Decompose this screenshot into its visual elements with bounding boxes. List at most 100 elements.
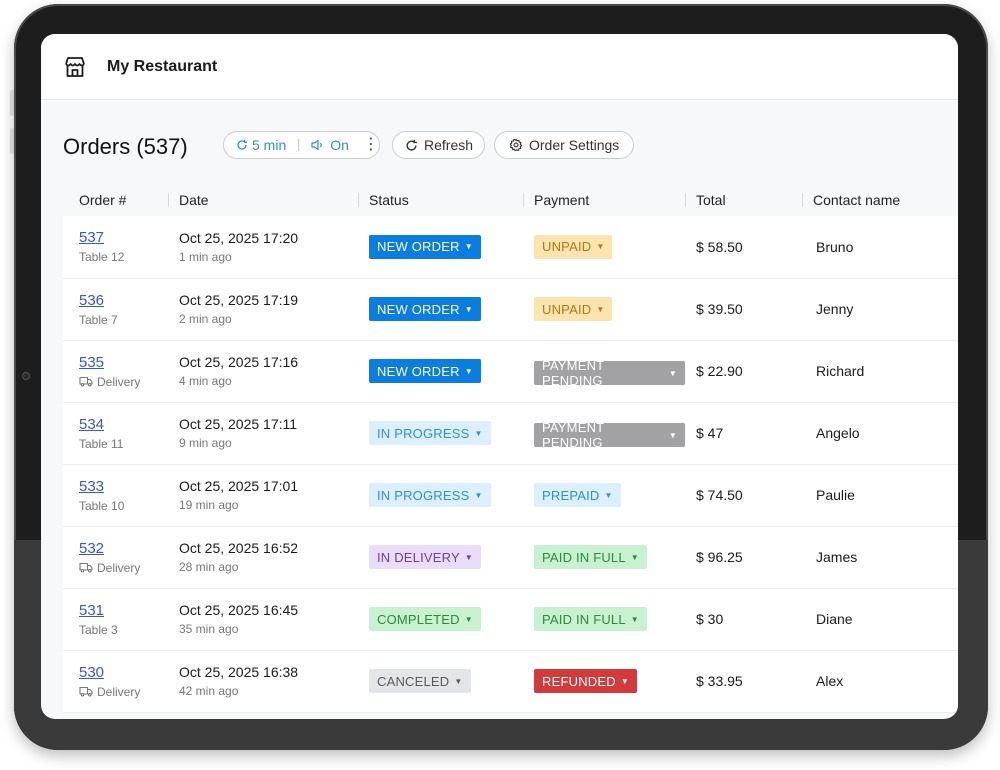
contact-name: Angelo <box>816 425 860 441</box>
total-cell: $ 74.50 <box>685 464 802 527</box>
order-time-ago: 4 min ago <box>179 374 232 388</box>
payment-label: PAID IN FULL <box>542 611 626 627</box>
column-header[interactable]: Payment <box>523 184 685 216</box>
order-type-label: Table 10 <box>79 498 125 513</box>
table-row[interactable]: 531 Table 3 Oct 25, 2025 16:45 35 min ago CO… <box>63 588 958 651</box>
refresh-interval-label: 5 min <box>252 137 287 153</box>
status-badge[interactable]: IN PROGRESS ▼ <box>369 483 491 507</box>
date-cell: Oct 25, 2025 16:52 28 min ago <box>168 526 358 589</box>
order-type: Table 12 <box>79 250 168 264</box>
payment-badge[interactable]: UNPAID ▼ <box>534 297 613 321</box>
date-cell: Oct 25, 2025 16:45 35 min ago <box>168 588 358 651</box>
status-cell: IN DELIVERY ▼ <box>358 526 523 589</box>
caret-down-icon: ▼ <box>474 428 483 438</box>
payment-badge[interactable]: PAYMENT PENDING ▼ <box>534 358 685 388</box>
caret-down-icon: ▼ <box>604 490 613 500</box>
order-type-label: Delivery <box>97 684 141 699</box>
order-time-ago: 2 min ago <box>179 312 232 326</box>
table-row[interactable]: 533 Table 10 Oct 25, 2025 17:01 19 min ago I… <box>63 464 958 527</box>
column-header-label: Total <box>696 192 726 208</box>
order-time-ago: 28 min ago <box>179 560 239 574</box>
column-header[interactable]: Date <box>168 184 358 216</box>
payment-label: REFUNDED <box>542 673 616 689</box>
order-date: Oct 25, 2025 17:19 <box>179 292 299 308</box>
table-row[interactable]: 534 Table 11 Oct 25, 2025 17:11 9 min ago IN… <box>63 402 958 465</box>
status-badge[interactable]: COMPLETED ▼ <box>369 607 481 631</box>
payment-badge[interactable]: PAYMENT PENDING ▼ <box>534 420 685 450</box>
sound-toggle[interactable]: On <box>311 137 349 153</box>
status-badge[interactable]: NEW ORDER ▼ <box>369 234 481 259</box>
contact-cell: Jenny <box>802 278 958 341</box>
contact-name: Richard <box>816 363 865 379</box>
column-header[interactable]: Order # <box>63 184 168 216</box>
order-type: Table 3 <box>79 623 168 637</box>
toolbar: Orders (537) 5 min On ⋮ Refresh <box>41 100 958 188</box>
order-number-link[interactable]: 531 <box>79 601 105 619</box>
order-number-link[interactable]: 533 <box>79 477 105 495</box>
total-cell: $ 39.50 <box>685 278 802 341</box>
contact-cell: Richard <box>802 340 958 403</box>
refresh-icon <box>237 139 247 150</box>
order-type-label: Table 12 <box>79 250 125 265</box>
order-time-ago: 35 min ago <box>179 622 239 636</box>
payment-badge[interactable]: PAID IN FULL ▼ <box>534 545 647 569</box>
table-row[interactable]: 532 Delivery Oct 25, 2025 16:52 28 min ago I… <box>63 526 958 589</box>
order-total: $ 58.50 <box>696 238 743 255</box>
status-label: NEW ORDER <box>377 301 460 317</box>
more-options-icon[interactable]: ⋮ <box>362 136 379 153</box>
status-cell: NEW ORDER ▼ <box>358 340 523 403</box>
column-header[interactable]: Total <box>685 184 802 216</box>
caret-down-icon: ▼ <box>620 676 629 686</box>
table-row[interactable]: 537 Table 12 Oct 25, 2025 17:20 1 min ago NE… <box>63 216 958 279</box>
order-total: $ 30 <box>696 611 724 627</box>
sound-label: On <box>330 137 349 153</box>
caret-down-icon: ▼ <box>464 304 473 314</box>
caret-down-icon: ▼ <box>596 242 605 252</box>
table-row[interactable]: 530 Delivery Oct 25, 2025 16:38 42 min ago C… <box>63 650 958 713</box>
order-cell: 537 Table 12 <box>63 216 168 279</box>
order-cell: 532 Delivery <box>63 526 168 589</box>
status-badge[interactable]: IN PROGRESS ▼ <box>369 421 491 445</box>
status-label: COMPLETED <box>377 611 460 627</box>
status-badge[interactable]: NEW ORDER ▼ <box>369 297 481 321</box>
order-number-link[interactable]: 535 <box>79 353 105 371</box>
status-label: IN DELIVERY <box>377 549 460 565</box>
payment-badge[interactable]: REFUNDED ▼ <box>534 669 637 693</box>
caret-down-icon: ▼ <box>464 242 473 252</box>
status-badge[interactable]: NEW ORDER ▼ <box>369 359 481 383</box>
order-date: Oct 25, 2025 17:01 <box>179 478 299 494</box>
payment-badge[interactable]: UNPAID ▼ <box>534 234 613 259</box>
status-cell: IN PROGRESS ▼ <box>358 402 523 465</box>
order-number-link[interactable]: 530 <box>79 663 105 681</box>
refresh-interval-button[interactable]: 5 min <box>236 137 286 153</box>
refresh-button[interactable]: Refresh <box>392 131 485 159</box>
order-total: $ 96.25 <box>696 549 743 565</box>
order-number-link[interactable]: 532 <box>79 539 105 557</box>
payment-badge[interactable]: PREPAID ▼ <box>534 483 621 507</box>
order-date: Oct 25, 2025 16:45 <box>179 602 299 618</box>
payment-badge[interactable]: PAID IN FULL ▼ <box>534 607 647 631</box>
column-header[interactable]: Contact name <box>802 184 958 216</box>
table-row[interactable]: 536 Table 7 Oct 25, 2025 17:19 2 min ago NEW… <box>63 278 958 341</box>
status-badge[interactable]: IN DELIVERY ▼ <box>369 545 482 569</box>
contact-name: Diane <box>816 611 853 627</box>
date-cell: Oct 25, 2025 17:01 19 min ago <box>168 464 358 527</box>
camera <box>22 372 30 380</box>
truck-icon <box>79 376 93 387</box>
order-settings-button[interactable]: Order Settings <box>494 131 634 159</box>
order-number-link[interactable]: 534 <box>79 415 105 433</box>
order-settings-label: Order Settings <box>529 137 620 153</box>
caret-down-icon: ▼ <box>464 552 474 562</box>
order-number-link[interactable]: 536 <box>79 291 105 309</box>
column-header[interactable]: Status <box>358 184 523 216</box>
contact-name: Alex <box>816 673 844 689</box>
order-number-link[interactable]: 537 <box>79 229 105 247</box>
order-type: Delivery <box>79 685 168 699</box>
table-row[interactable]: 535 Delivery Oct 25, 2025 17:16 4 min ago NE… <box>63 340 958 403</box>
auto-refresh-control: 5 min On ⋮ <box>223 131 380 159</box>
truck-icon <box>79 562 93 573</box>
status-label: IN PROGRESS <box>377 425 470 441</box>
status-badge[interactable]: CANCELED ▼ <box>369 669 471 693</box>
payment-label: PAYMENT PENDING <box>542 420 605 450</box>
order-total: $ 33.95 <box>696 673 743 689</box>
